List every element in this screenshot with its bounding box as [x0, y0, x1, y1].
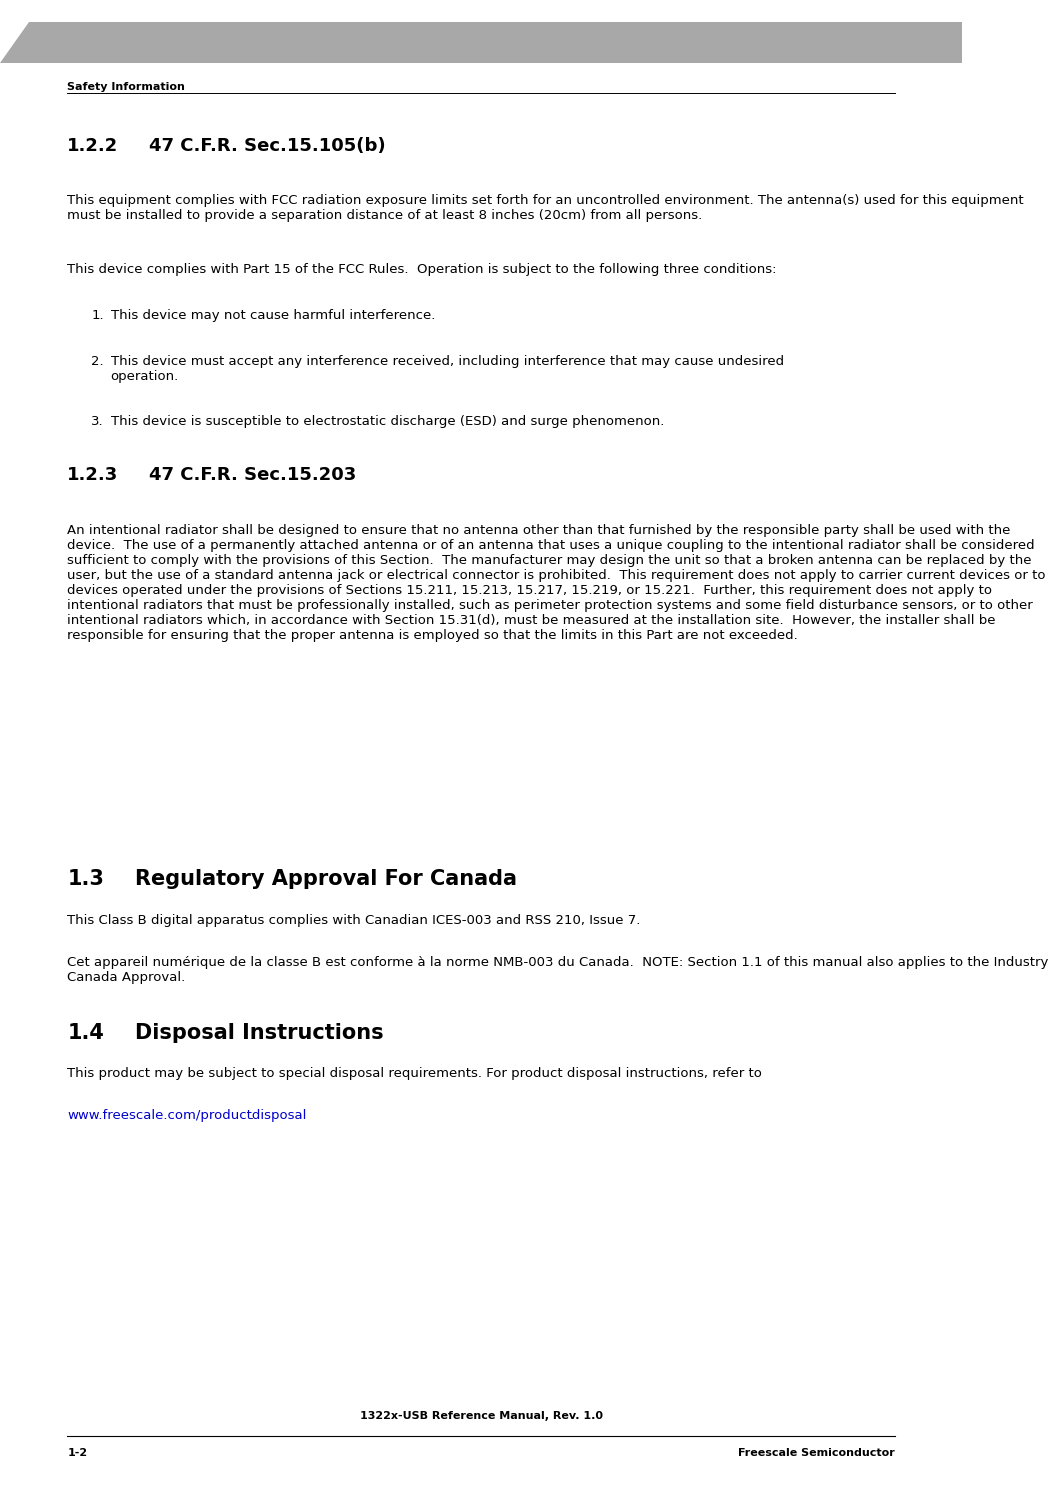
Text: 47 C.F.R. Sec.15.105(b): 47 C.F.R. Sec.15.105(b) — [149, 137, 385, 155]
Polygon shape — [0, 22, 962, 63]
Text: Cet appareil numérique de la classe B est conforme à la norme NMB-003 du Canada.: Cet appareil numérique de la classe B es… — [68, 956, 1049, 984]
Text: This device is susceptible to electrostatic discharge (ESD) and surge phenomenon: This device is susceptible to electrosta… — [111, 415, 664, 428]
Text: 1322x-USB Reference Manual, Rev. 1.0: 1322x-USB Reference Manual, Rev. 1.0 — [360, 1411, 603, 1421]
Text: 3.: 3. — [92, 415, 105, 428]
Text: 47 C.F.R. Sec.15.203: 47 C.F.R. Sec.15.203 — [149, 466, 357, 484]
Text: 1.: 1. — [92, 309, 105, 322]
Text: 1.4: 1.4 — [68, 1023, 105, 1042]
Text: www.freescale.com/productdisposal: www.freescale.com/productdisposal — [68, 1109, 306, 1123]
Text: 1.2.2: 1.2.2 — [68, 137, 118, 155]
Text: .: . — [250, 1109, 254, 1123]
Text: This device complies with Part 15 of the FCC Rules.  Operation is subject to the: This device complies with Part 15 of the… — [68, 263, 777, 276]
Text: This device must accept any interference received, including interference that m: This device must accept any interference… — [111, 355, 784, 384]
Text: Disposal Instructions: Disposal Instructions — [135, 1023, 383, 1042]
Text: 2.: 2. — [92, 355, 105, 369]
Text: Freescale Semiconductor: Freescale Semiconductor — [738, 1448, 895, 1459]
Text: Regulatory Approval For Canada: Regulatory Approval For Canada — [135, 869, 516, 888]
Text: 1.3: 1.3 — [68, 869, 105, 888]
Text: This equipment complies with FCC radiation exposure limits set forth for an unco: This equipment complies with FCC radiati… — [68, 194, 1024, 222]
Text: This Class B digital apparatus complies with Canadian ICES-003 and RSS 210, Issu: This Class B digital apparatus complies … — [68, 914, 641, 927]
Text: 1.2.3: 1.2.3 — [68, 466, 118, 484]
Text: An intentional radiator shall be designed to ensure that no antenna other than t: An intentional radiator shall be designe… — [68, 524, 1045, 642]
Text: 1-2: 1-2 — [68, 1448, 88, 1459]
Text: This product may be subject to special disposal requirements. For product dispos: This product may be subject to special d… — [68, 1067, 762, 1081]
Text: This device may not cause harmful interference.: This device may not cause harmful interf… — [111, 309, 435, 322]
Text: Safety Information: Safety Information — [68, 82, 185, 93]
